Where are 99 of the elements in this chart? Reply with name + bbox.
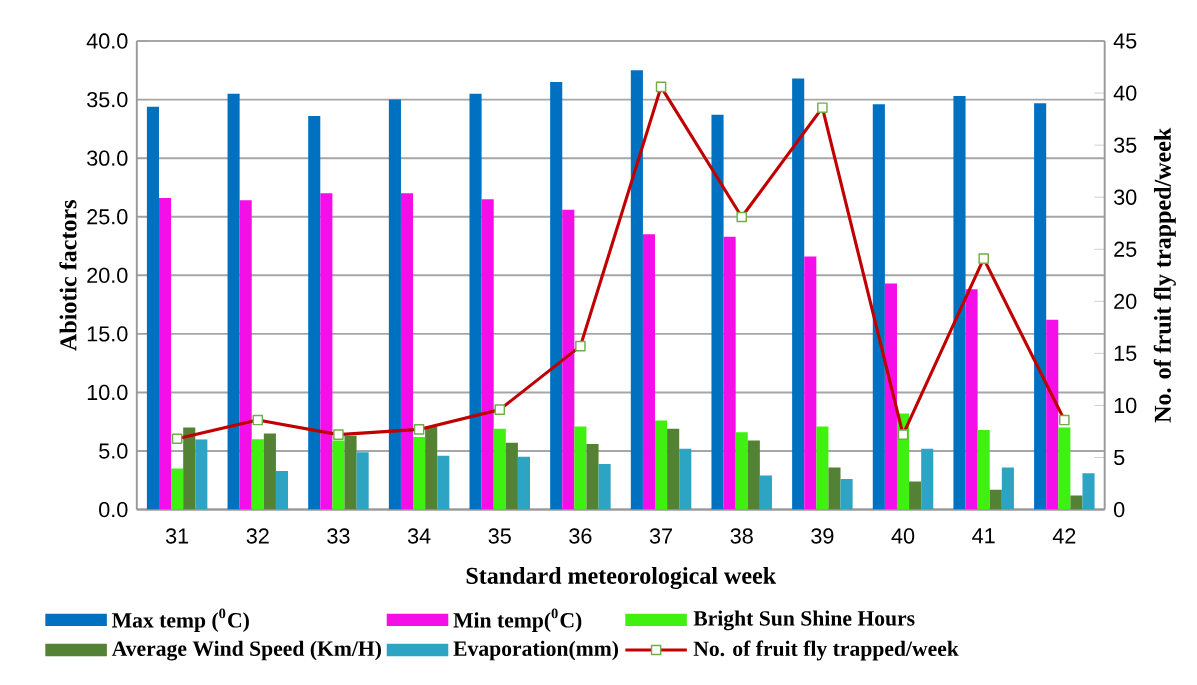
y2-tick-label: 0 <box>1113 501 1125 518</box>
bar <box>344 435 357 510</box>
y2-tick-label: 30 <box>1113 189 1137 205</box>
legend-label: Bright Sun Shine Hours <box>693 610 915 631</box>
bar <box>1070 495 1083 510</box>
bar <box>550 81 563 510</box>
bar <box>437 455 450 510</box>
y2-axis-title: No. of fruit fly trapped/week <box>1153 127 1176 423</box>
bar <box>840 478 853 510</box>
bar <box>828 467 841 510</box>
bar <box>816 426 829 510</box>
bar <box>517 456 530 510</box>
bar <box>711 114 724 510</box>
x-tick-label: 38 <box>730 528 753 544</box>
bar <box>642 234 656 510</box>
bar <box>1046 319 1059 510</box>
bar <box>921 448 934 510</box>
bar <box>953 95 966 510</box>
bar <box>804 256 817 510</box>
bar <box>320 193 333 510</box>
bar <box>747 440 760 510</box>
y2-tick-label: 40 <box>1113 85 1137 101</box>
y-tick-label: 40.0 <box>86 33 128 49</box>
y2-tick-label: 10 <box>1114 397 1137 413</box>
bar <box>481 199 494 510</box>
bar <box>158 197 172 510</box>
bar <box>965 289 978 510</box>
x-tick-label: 32 <box>246 528 269 544</box>
bar <box>630 70 643 510</box>
y2-tick-label: 20 <box>1114 293 1137 309</box>
bar <box>469 93 482 510</box>
bar <box>493 428 506 510</box>
bar <box>655 420 668 510</box>
bar <box>1001 467 1014 510</box>
y-tick-label: 5.0 <box>99 443 128 459</box>
bar <box>723 236 736 510</box>
y2-tick-label: 15 <box>1114 345 1137 361</box>
y-axis-title: Abiotic factors <box>59 199 77 351</box>
bar <box>586 443 599 510</box>
y-tick-label: 15.0 <box>87 326 128 342</box>
bar <box>574 426 587 510</box>
bar <box>251 439 264 510</box>
x-tick-label: 35 <box>488 528 511 544</box>
bar <box>679 448 692 510</box>
bar <box>909 481 922 510</box>
legend-label: Min temp($^{0}$C) <box>453 608 582 632</box>
legend-label: Average Wind Speed (Km/H) <box>111 640 381 661</box>
x-tick-label: 40 <box>891 528 915 544</box>
bar <box>989 489 1002 510</box>
legend-label: Max temp ($^{0}$C) <box>112 608 249 632</box>
bar <box>388 99 401 510</box>
bar <box>239 200 252 510</box>
bar <box>1058 427 1071 510</box>
x-tick-label: 33 <box>327 528 350 544</box>
x-tick-label: 31 <box>165 528 189 544</box>
bar <box>425 426 438 510</box>
y-tick-label: 35.0 <box>87 91 128 108</box>
bar <box>332 440 345 510</box>
y2-tick-label: 25 <box>1114 241 1137 257</box>
x-tick-label: 39 <box>811 528 834 544</box>
y2-tick-label: 35 <box>1113 137 1137 153</box>
x-tick-label: 41 <box>972 528 995 544</box>
bar <box>562 209 575 510</box>
bar <box>263 433 276 510</box>
bar <box>171 468 184 510</box>
bar <box>146 106 159 510</box>
y2-tick-label: 5 <box>1114 449 1125 465</box>
bar <box>413 436 426 510</box>
bar <box>667 428 680 510</box>
y-tick-label: 30.0 <box>87 150 128 166</box>
bar <box>227 93 240 510</box>
y2-tick-label: 45 <box>1113 33 1137 49</box>
bar <box>884 283 897 510</box>
bar <box>356 452 369 510</box>
bar <box>759 475 772 510</box>
bar <box>183 427 196 510</box>
bar <box>977 429 990 510</box>
bar <box>872 104 885 510</box>
y-tick-label: 20.0 <box>87 267 128 283</box>
y-tick-label: 25.0 <box>87 208 128 225</box>
bar <box>1034 102 1047 510</box>
bar <box>505 442 518 510</box>
bar <box>598 463 611 510</box>
y-tick-label: 0.0 <box>99 501 128 518</box>
bar <box>275 470 289 510</box>
x-tick-label: 34 <box>407 528 431 544</box>
legend-label: No. of fruit fly trapped/week <box>693 640 959 661</box>
bar <box>735 432 748 510</box>
x-tick-label: 36 <box>569 528 592 544</box>
x-axis-title: Standard meteorological week <box>466 566 777 589</box>
bar <box>792 78 805 510</box>
bar <box>195 439 208 510</box>
legend-label: Evaporation(mm) <box>453 640 619 661</box>
y-tick-label: 10.0 <box>87 384 128 400</box>
x-tick-label: 37 <box>649 528 672 544</box>
bar <box>400 193 414 510</box>
x-tick-label: 42 <box>1052 528 1076 544</box>
bar <box>308 115 321 510</box>
bar <box>1082 473 1095 510</box>
